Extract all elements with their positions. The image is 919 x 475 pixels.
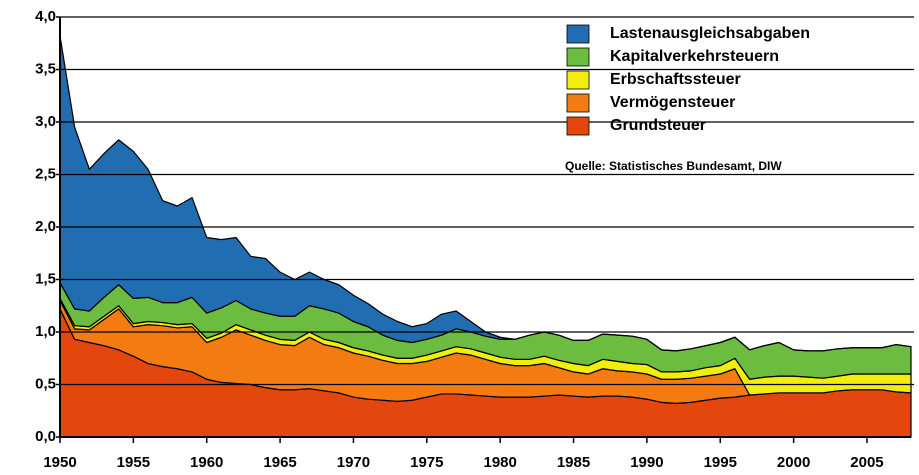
y-tick-label: 1,5 [35,270,56,287]
x-tick-label: 1955 [117,454,150,471]
x-tick-label: 1995 [704,454,737,471]
legend-swatch [566,93,590,113]
legend-label: Kapitalverkehrsteuern [610,48,779,65]
y-tick-label: 0,5 [35,375,56,392]
areas [59,16,914,438]
y-tick-label: 3,5 [35,60,56,77]
x-tick-label: 1960 [190,454,223,471]
legend-swatch [566,24,590,44]
x-tick-label: 1975 [410,454,443,471]
legend-swatch [566,70,590,90]
area [59,35,912,352]
x-tick-label: 1950 [43,454,76,471]
source-note: Quelle: Statistisches Bundesamt, DIW [565,159,782,173]
legend-swatch [566,116,590,136]
y-tick-label: 2,5 [35,165,56,182]
x-tick-label: 1990 [630,454,663,471]
y-tick-label: 4,0 [35,8,56,25]
y-tick-label: 0,0 [35,428,56,445]
y-tick-label: 3,0 [35,113,56,130]
x-tick-label: 1970 [337,454,370,471]
x-tick-label: 2005 [850,454,883,471]
x-tick-label: 1985 [557,454,590,471]
legend-label: Erbschaftssteuer [610,71,741,88]
legend-label: Vermögensteuer [610,94,735,111]
y-tick-label: 2,0 [35,218,56,235]
axes: 0,0 0,5 1,0 1,5 2,0 2,5 3,0 3,5 4,0 1950 1955 1960 1… [35,8,911,471]
legend-swatch [566,47,590,67]
legend-label: Lastenausgleichsabgaben [610,25,810,42]
legend-label: Grundsteuer [610,117,706,134]
y-tick-label: 1,0 [35,323,56,340]
x-tick-label: 1965 [263,454,296,471]
x-tick-label: 1980 [483,454,516,471]
x-tick-label: 2000 [777,454,810,471]
